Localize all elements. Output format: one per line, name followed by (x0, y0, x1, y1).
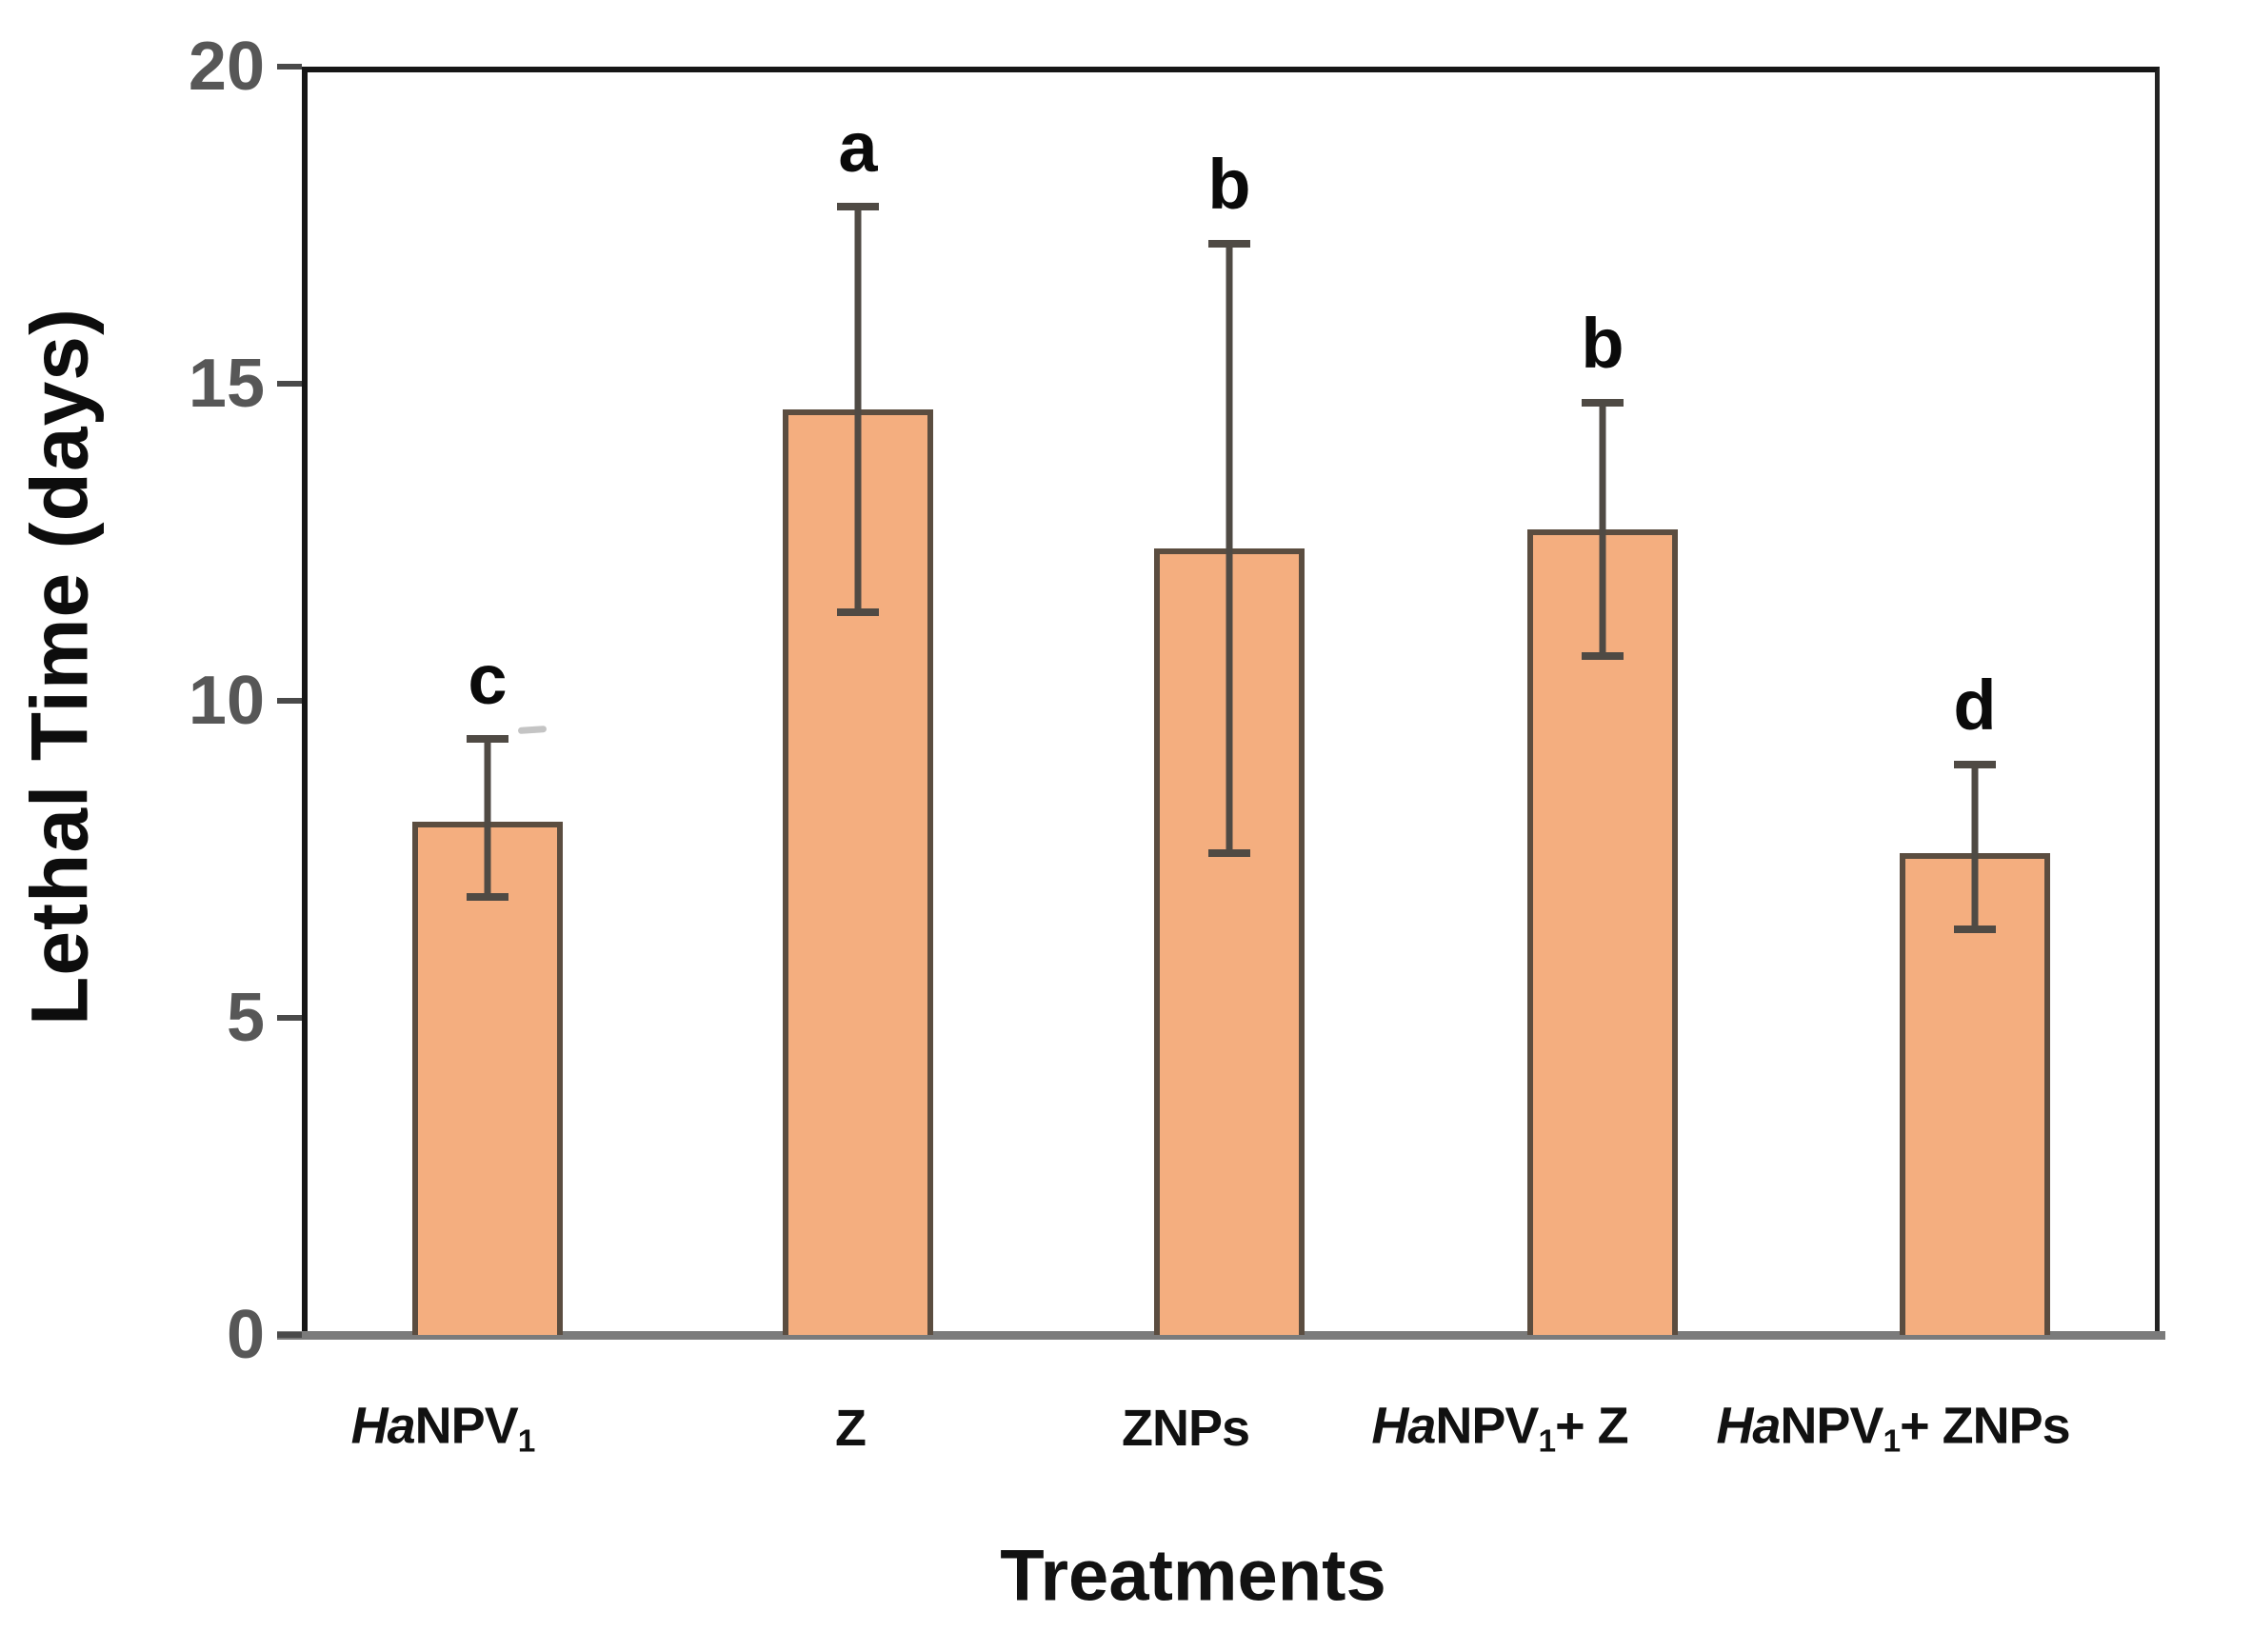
plot-area (302, 67, 2160, 1335)
x-axis-line (277, 1331, 2165, 1340)
significance-letter: d (1953, 665, 1997, 745)
y-axis-tick (277, 1332, 302, 1338)
error-bar (484, 738, 491, 898)
y-tick-label: 0 (226, 1297, 265, 1373)
x-category-label: HaNPV1+ ZNPs (1716, 1397, 2070, 1460)
error-bar-top-cap (1954, 760, 1996, 768)
y-axis-tick (277, 381, 302, 387)
significance-letter: a (838, 107, 878, 187)
error-bar-bottom-cap (1582, 652, 1624, 661)
x-category-label: HaNPV1+ Z (1371, 1397, 1628, 1460)
error-bar-bottom-cap (1208, 848, 1250, 857)
error-bar (854, 206, 862, 612)
error-bar-top-cap (467, 734, 508, 743)
significance-letter: b (1207, 145, 1251, 225)
error-bar-top-cap (837, 202, 879, 210)
x-axis-title: Treatments (1000, 1535, 1386, 1617)
error-bar-bottom-cap (1954, 925, 1996, 933)
x-category-label: Z (835, 1400, 867, 1457)
bar (1527, 529, 1678, 1335)
error-bar (1599, 402, 1606, 657)
error-bar-top-cap (1582, 398, 1624, 407)
y-tick-label: 5 (226, 980, 265, 1056)
significance-letter: c (468, 639, 508, 719)
error-bar-bottom-cap (837, 607, 879, 616)
y-tick-label: 20 (188, 29, 265, 105)
y-axis-tick (277, 1015, 302, 1021)
x-category-label: ZNPs (1121, 1400, 1250, 1457)
significance-letter: b (1581, 303, 1624, 383)
y-axis-tick (277, 64, 302, 70)
error-bar-bottom-cap (467, 893, 508, 902)
bar (412, 821, 563, 1335)
error-bar-top-cap (1208, 240, 1250, 249)
error-bar (1971, 764, 1979, 929)
y-tick-label: 15 (188, 346, 265, 422)
y-tick-label: 10 (188, 663, 265, 739)
x-category-label: HaNPV1 (350, 1397, 536, 1460)
error-bar (1226, 244, 1233, 853)
y-axis-tick (277, 698, 302, 704)
bar (1900, 852, 2050, 1335)
y-axis-title: Lethal Time (days) (14, 308, 105, 1025)
